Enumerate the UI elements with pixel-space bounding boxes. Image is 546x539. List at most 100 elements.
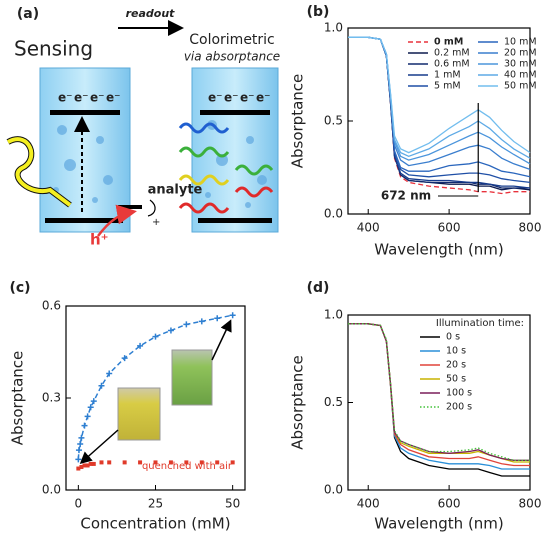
inset-photo: [171, 349, 213, 406]
electron: e⁻: [240, 91, 254, 105]
x-tick-label: 25: [148, 497, 163, 511]
point: [82, 463, 87, 468]
inset-photo: [117, 387, 161, 441]
point: [138, 460, 143, 465]
point: [122, 460, 127, 465]
readout-label: readout: [126, 7, 176, 20]
chart: (c) 0 25 50 0.0 0.3 0.6 Concentration (mM) Absor…: [9, 280, 246, 533]
legend-label: 50 s: [446, 374, 466, 385]
point: [215, 460, 220, 465]
electron: e⁻: [106, 91, 120, 105]
point: [99, 460, 104, 465]
point: [79, 465, 84, 469]
bubbles: [53, 120, 267, 208]
wavy-arrows: [178, 122, 274, 214]
legend-label: 0.6 mM: [434, 59, 470, 70]
x-tick-label: 0: [75, 497, 83, 511]
point: [153, 460, 158, 465]
point: [76, 466, 81, 471]
electrode: [45, 218, 123, 223]
point: [184, 460, 189, 465]
legend-label: 0 mM: [434, 37, 463, 48]
legend-title: Illumination time:: [436, 318, 524, 329]
point: [107, 460, 112, 465]
point: [91, 461, 96, 466]
chart: (b) 400 600 800 0.0 0.5 1.0 Wavelength (nm) Abso…: [289, 4, 542, 259]
chart: (d) 400 600 800 0.0 0.5 1.0 Wavelength (nm) Abso…: [289, 280, 542, 533]
electrode: [198, 218, 272, 223]
series-line: [348, 36, 531, 154]
x-tick-label: 50: [225, 497, 240, 511]
legend-label: 20 mM: [504, 48, 537, 59]
legend-label: 20 s: [446, 360, 466, 371]
via-label: via absorptance: [184, 50, 280, 64]
electron: e⁻: [74, 91, 88, 105]
legend-label: 100 s: [446, 388, 472, 399]
point: [168, 460, 173, 465]
y-tick-label: 0.5: [324, 395, 343, 409]
panel-label: (d): [307, 280, 330, 296]
point: [77, 441, 84, 447]
y-axis-label: Absorptance: [289, 355, 307, 450]
x-tick-label: 400: [357, 221, 380, 235]
point: [230, 460, 235, 465]
hole-label: h⁺: [90, 231, 109, 249]
point: [199, 460, 204, 465]
y-tick-label: 0.0: [324, 483, 343, 497]
electrode: [200, 110, 270, 115]
x-tick-label: 400: [357, 497, 380, 511]
point: [214, 315, 221, 322]
legend-label: 1 mM: [434, 70, 461, 81]
series-line: [348, 323, 530, 461]
panel-a: (a) Sensing readout Colorimetric via abs…: [6, 6, 280, 249]
y-tick-label: 0.0: [42, 483, 61, 497]
point: [98, 382, 105, 389]
hole-arrow: [97, 204, 137, 237]
sensing-title: Sensing: [14, 37, 93, 61]
annotation: quenched with air: [142, 461, 233, 472]
y-tick-label: 0.0: [324, 207, 343, 221]
analyte-arrow: [147, 199, 156, 217]
point: [75, 447, 82, 454]
point: [121, 355, 128, 362]
legend-label: 0 s: [446, 332, 460, 343]
point: [183, 321, 190, 328]
point: [106, 370, 113, 377]
y-tick-label: 0.5: [324, 114, 343, 128]
y-tick-label: 1.0: [324, 308, 343, 322]
panel-label: (b): [307, 4, 330, 20]
analyte-charge: +: [152, 217, 160, 228]
legend-label: 40 mM: [504, 70, 537, 81]
x-axis-label: Wavelength (nm): [374, 241, 504, 259]
x-tick-label: 600: [438, 221, 461, 235]
light-arrow: [7, 137, 72, 207]
electron: e⁻: [256, 91, 270, 105]
point: [152, 333, 159, 340]
legend-label: 0.2 mM: [434, 48, 470, 59]
x-tick-label: 800: [519, 497, 542, 511]
insets: [79, 319, 232, 464]
point: [198, 318, 205, 325]
colorimetric-label: Colorimetric: [189, 32, 275, 48]
electrode: [50, 110, 120, 115]
cuvette: [39, 67, 131, 233]
y-tick-label: 0.3: [42, 391, 61, 405]
y-axis-label: Absorptance: [9, 351, 27, 446]
legend-label: 50 mM: [504, 81, 537, 92]
point: [87, 404, 94, 411]
series-line: [348, 323, 530, 467]
analyte-label: analyte: [148, 183, 203, 198]
series-line: [348, 323, 530, 461]
electron: e⁻: [224, 91, 238, 105]
point: [90, 398, 97, 405]
inset-arrow: [79, 429, 119, 464]
legend-label: 10 s: [446, 346, 466, 357]
point: [137, 342, 144, 349]
point: [167, 327, 174, 334]
y-tick-label: 0.6: [42, 299, 61, 313]
series-line: [348, 323, 530, 470]
legend-label: 5 mM: [434, 81, 461, 92]
x-axis-label: Wavelength (nm): [374, 515, 504, 533]
